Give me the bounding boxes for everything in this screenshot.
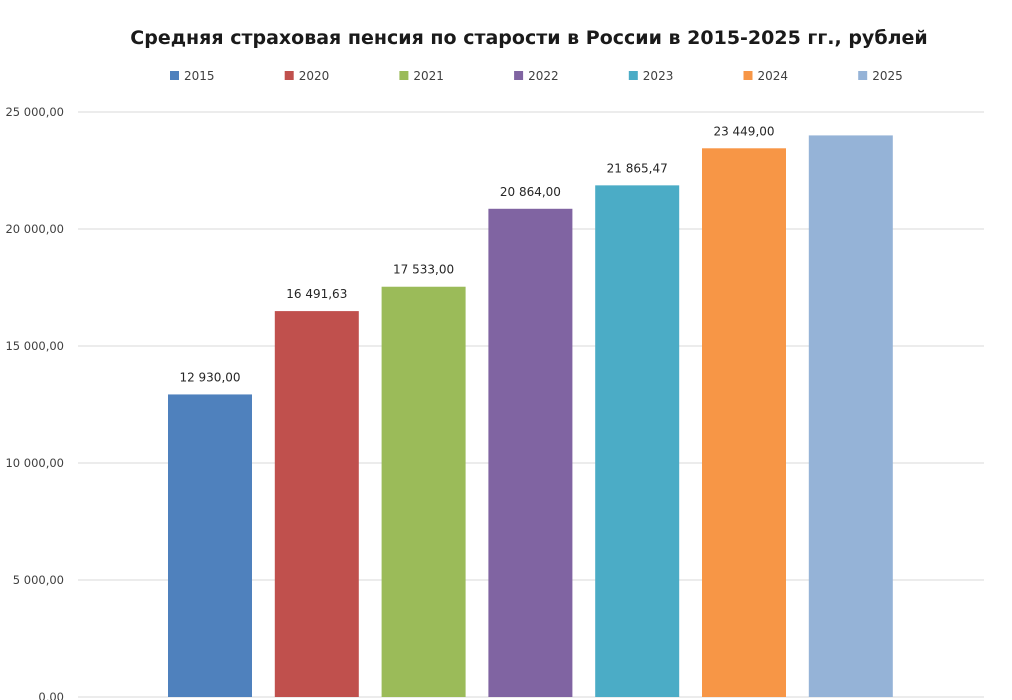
y-tick-label: 5 000,00 xyxy=(13,573,64,587)
legend: 2015 2020 2021 2022 2023 2024 2025 xyxy=(170,69,903,83)
bar-2020 xyxy=(274,311,359,697)
data-labels: 12 930,00 16 491,63 17 533,00 20 864,00 21 8… xyxy=(179,124,774,384)
legend-swatch-2025 xyxy=(858,71,868,80)
bar-2022 xyxy=(488,208,573,697)
bar-2023 xyxy=(595,185,680,697)
legend-swatch-2022 xyxy=(514,71,524,80)
y-tick-label: 10 000,00 xyxy=(5,456,64,470)
y-axis: 0,00 5 000,00 10 000,00 15 000,00 20 000,00 2… xyxy=(5,105,64,700)
bars xyxy=(168,135,893,697)
legend-swatch-2015 xyxy=(170,71,179,80)
chart-title: Средняя страховая пенсия по старости в Р… xyxy=(130,27,927,49)
data-label-2020: 16 491,63 xyxy=(286,287,347,301)
bar-2015 xyxy=(168,394,252,697)
y-tick-label: 15 000,00 xyxy=(5,339,64,353)
y-tick-label: 20 000,00 xyxy=(5,222,64,236)
bar-2021 xyxy=(381,286,466,697)
legend-label-2025: 2025 xyxy=(872,69,903,83)
data-label-2023: 21 865,47 xyxy=(607,161,668,175)
legend-swatch-2024 xyxy=(743,71,753,80)
data-label-2024: 23 449,00 xyxy=(713,124,774,138)
legend-swatch-2023 xyxy=(628,71,638,80)
legend-label-2015: 2015 xyxy=(184,69,215,83)
data-label-2021: 17 533,00 xyxy=(393,263,454,277)
legend-swatch-2020 xyxy=(284,71,294,80)
legend-swatch-2021 xyxy=(399,71,409,80)
y-tick-label: 25 000,00 xyxy=(5,105,64,119)
bar-2025 xyxy=(808,135,893,697)
legend-label-2023: 2023 xyxy=(643,69,674,83)
legend-label-2022: 2022 xyxy=(528,69,559,83)
data-label-2022: 20 864,00 xyxy=(500,185,561,199)
legend-label-2020: 2020 xyxy=(299,69,330,83)
y-tick-label: 0,00 xyxy=(38,690,64,700)
data-label-2015: 12 930,00 xyxy=(179,370,240,384)
legend-label-2021: 2021 xyxy=(413,69,444,83)
bar-2024 xyxy=(702,148,786,697)
legend-label-2024: 2024 xyxy=(758,69,789,83)
